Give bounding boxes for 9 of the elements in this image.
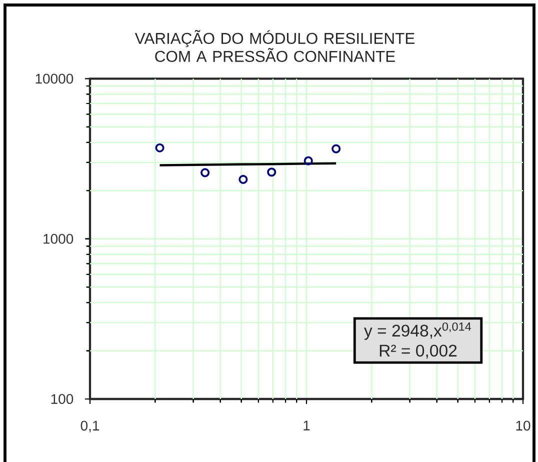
x-tick-label: 10 — [516, 420, 530, 431]
y-tick-label: 1000 — [44, 234, 74, 244]
y-tick-label: 10000 — [36, 74, 74, 84]
chart-title: VARIAÇÃO DO MÓDULO RESILIENTE COM A PRESSÃO CONFINANTE — [134, 30, 414, 62]
annotation: R² = 0,002 — [380, 344, 457, 359]
annotation: y = 2948,x$^{0,014}$ — [364, 322, 472, 340]
x-tick-label: 0,1 — [80, 420, 100, 432]
x-tick-label: 1 — [304, 420, 310, 430]
y-tick-label: 100 — [51, 394, 74, 404]
